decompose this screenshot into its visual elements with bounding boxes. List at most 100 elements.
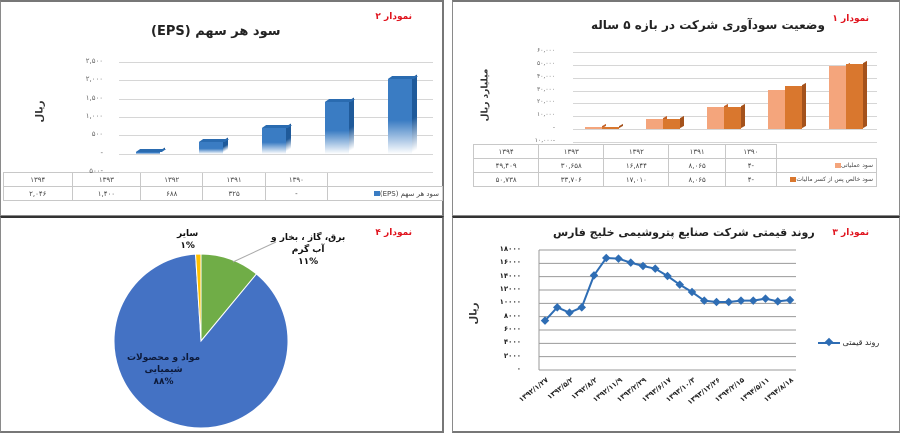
y-tick: ۶۰۰۰ bbox=[503, 325, 521, 333]
profit-bar bbox=[585, 127, 603, 130]
y-axis-label: ریال bbox=[34, 100, 46, 123]
y-tick: ۱۲۰۰۰ bbox=[499, 285, 521, 293]
col-header: ۱۳۹۲ bbox=[140, 172, 204, 187]
bar-side bbox=[619, 123, 624, 129]
diamond-marker-icon bbox=[724, 297, 733, 307]
chart-number-label: نمودار ۳ bbox=[832, 228, 869, 238]
pie-label-other: سایر ۱% bbox=[177, 229, 199, 252]
diamond-marker-icon bbox=[773, 297, 782, 306]
y-tick: -۱۰,۰۰۰ bbox=[534, 137, 555, 144]
bar-top bbox=[324, 99, 355, 103]
diamond-marker-icon bbox=[712, 297, 721, 307]
pie-chart-panel: نمودار ۴ سایر ۱% برق، گاز ، بخار و آب گر… bbox=[0, 216, 444, 433]
diamond-marker-icon bbox=[761, 294, 770, 303]
diamond-marker-icon bbox=[687, 287, 697, 297]
legend-item: سود خالص پس از کسر مالیات bbox=[776, 172, 877, 187]
bar-side bbox=[801, 82, 806, 129]
pie-label-utilities: برق، گاز ، بخار و آب گرم ۱۱% bbox=[271, 233, 346, 268]
y-tick: ۱,۰۰۰ bbox=[85, 112, 103, 120]
profit-bar bbox=[707, 107, 724, 130]
data-table: ۱۳۹۰ ۱۳۹۱ ۱۳۹۲ ۱۳۹۳ ۱۳۹۴ سود عملیاتی -۴ … bbox=[472, 144, 877, 187]
diamond-marker-icon bbox=[577, 303, 586, 312]
y-tick: ۵۰۰ bbox=[91, 130, 103, 139]
table-row: سود عملیاتی -۴ ۸,۰۶۵ ۱۶,۸۴۴ ۳۰,۶۵۸ ۴۹,۴۰… bbox=[472, 158, 877, 173]
eps-bar bbox=[324, 102, 349, 154]
y-tick: ۱,۵۰۰ bbox=[85, 93, 103, 102]
legend-line-icon bbox=[818, 337, 840, 346]
gridline bbox=[119, 62, 433, 63]
bar-side bbox=[741, 104, 745, 129]
diamond-marker-icon bbox=[651, 264, 660, 273]
profit-bar bbox=[646, 118, 664, 130]
y-tick: ۱۴۰۰۰ bbox=[499, 271, 521, 280]
leader-line bbox=[232, 241, 277, 263]
chart-title: وضعیت سودآوری شرکت در بازه ۵ ساله bbox=[591, 18, 825, 32]
eps-chart-panel: نمودار ۲ سود هر سهم (EPS) ریال ۱۳۹۰ ۱۳۹۱… bbox=[0, 0, 444, 216]
bar-top bbox=[199, 138, 230, 142]
price-trend-chart-panel: نمودار ۳ روند قیمتی شرکت صنایع پتروشیمی … bbox=[452, 216, 900, 433]
y-tick: ۴۰,۰۰۰ bbox=[536, 72, 555, 80]
diamond-marker-icon bbox=[785, 295, 795, 305]
profit-bar bbox=[828, 65, 846, 130]
profit-bar bbox=[784, 85, 802, 130]
profit-bar bbox=[663, 118, 681, 130]
table-row: سود هر سهم (EPS) - ۳۲۵ ۶۸۸ ۱,۴۰۰ ۲,۰۴۶ bbox=[3, 186, 443, 201]
bar-side bbox=[680, 115, 685, 129]
legend-swatch bbox=[373, 191, 380, 196]
y-tick: ۲,۵۰۰ bbox=[85, 57, 103, 65]
gridline bbox=[573, 77, 877, 79]
gridline bbox=[119, 172, 433, 173]
gridline bbox=[573, 129, 877, 131]
y-tick: ۲۰,۰۰۰ bbox=[536, 98, 555, 106]
y-tick: -۵۰۰ bbox=[89, 167, 103, 175]
gridline bbox=[119, 117, 433, 118]
profit-bar bbox=[602, 127, 620, 130]
y-tick: - bbox=[100, 148, 103, 157]
eps-bar bbox=[262, 128, 286, 154]
gridline bbox=[119, 153, 433, 155]
line-plot bbox=[538, 249, 796, 371]
y-tick: ۴۰۰۰ bbox=[503, 338, 521, 347]
chart-number-label: نمودار ۱ bbox=[832, 14, 869, 24]
diamond-marker-icon bbox=[565, 308, 574, 317]
table-row: سود خالص پس از کسر مالیات -۴ ۸,۰۶۵ ۱۷,۰۱… bbox=[472, 172, 877, 187]
gridline bbox=[573, 52, 877, 53]
bar-side bbox=[348, 97, 354, 153]
diamond-marker-icon bbox=[626, 258, 635, 267]
gridline bbox=[119, 80, 433, 82]
bar-side bbox=[286, 123, 291, 153]
y-tick: ۱۰,۰۰۰ bbox=[536, 111, 555, 119]
y-tick: ۲,۰۰۰ bbox=[85, 75, 103, 84]
gridline bbox=[573, 103, 877, 105]
y-tick: ۱۸۰۰۰ bbox=[499, 245, 521, 253]
diamond-marker-icon bbox=[614, 254, 623, 263]
eps-bar bbox=[136, 151, 161, 154]
data-table: ۱۳۹۰ ۱۳۹۱ ۱۳۹۲ ۱۳۹۳ ۱۳۹۴ سود هر سهم (EPS… bbox=[3, 172, 443, 201]
gridline bbox=[573, 142, 877, 143]
bar-top bbox=[387, 75, 418, 79]
y-tick: ۰ bbox=[516, 365, 521, 373]
pie-chart bbox=[113, 241, 289, 429]
bar-side bbox=[862, 60, 867, 129]
diamond-marker-icon bbox=[824, 337, 834, 346]
eps-bar bbox=[387, 78, 412, 154]
bar-top bbox=[261, 125, 293, 129]
legend-item: سود هر سهم (EPS) bbox=[327, 186, 443, 201]
y-tick: ۱۰۰۰۰ bbox=[499, 298, 521, 307]
legend-swatch bbox=[790, 177, 797, 182]
chart-number-label: نمودار ۲ bbox=[375, 12, 412, 22]
gridline bbox=[573, 64, 877, 66]
chart-title: روند قیمتی شرکت صنایع پتروشیمی خلیج فارس bbox=[553, 226, 815, 239]
bar-top bbox=[136, 148, 167, 152]
y-tick: - bbox=[552, 124, 555, 132]
profit-bar bbox=[845, 63, 863, 130]
profit-chart-panel: نمودار ۱ وضعیت سودآوری شرکت در بازه ۵ سا… bbox=[452, 0, 900, 216]
y-tick: ۱۶۰۰۰ bbox=[499, 258, 521, 267]
pie-slice bbox=[113, 253, 289, 429]
col-header: ۱۳۹۴ bbox=[3, 172, 73, 187]
col-header: ۱۳۹۱ bbox=[202, 172, 266, 187]
y-tick: ۲۰۰۰ bbox=[503, 351, 521, 360]
legend-item: روند قیمتی bbox=[818, 337, 879, 347]
chart-title: سود هر سهم (EPS) bbox=[151, 24, 281, 39]
chart-number-label: نمودار ۴ bbox=[375, 228, 412, 238]
